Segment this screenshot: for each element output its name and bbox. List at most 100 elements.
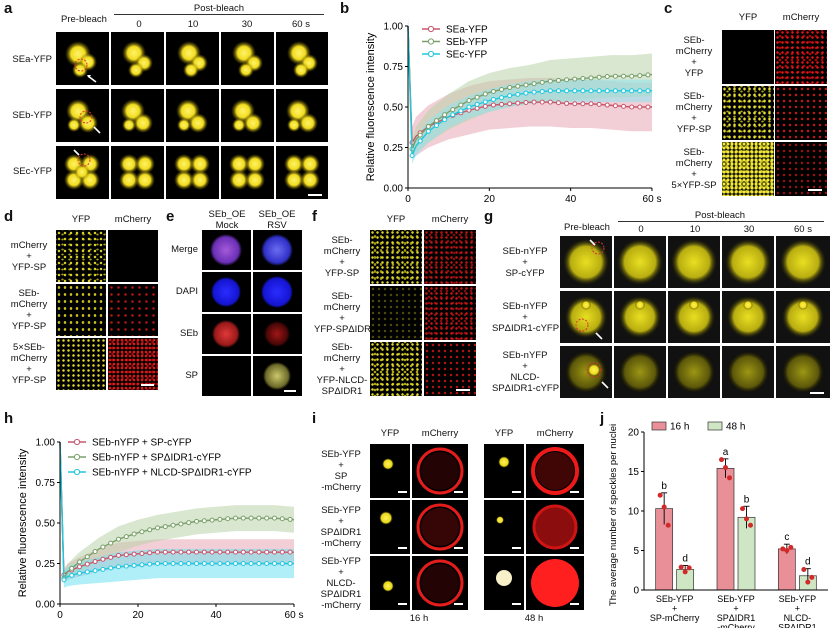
chart-b-marker-0-35 [547,99,553,105]
chart-b-marker-2-41 [572,88,578,94]
chart-b-marker-0-51 [612,103,618,109]
chart-h-legend-label-2: SEb-nYFP + NLCD-SPΔIDR1-cYFP [92,468,252,479]
panel-i-row-1-line-1: + [338,516,344,527]
chart-b-marker-2-49 [604,88,610,94]
chart-h-marker-0-7 [84,561,90,567]
chart-b-marker-0-57 [637,104,643,110]
panel-g-row-1-line-0: SEb-nYFP [502,300,548,312]
panel-g-row-2-line-1: + [522,361,528,372]
chart-j-point-0-2-0 [780,546,786,552]
chart-b-marker-0-55 [629,104,635,110]
chart-b-marker-1-47 [596,74,602,80]
chart-j-cat-2-3: SPΔIDR1 [778,623,817,628]
chart-h-marker-1-13 [108,540,114,546]
chart-j-legend-swatch-1 [707,421,723,431]
chart-b-legend-label-1: SEb-YFP [446,37,488,48]
panel-c-row-1-line-3: YFP-SP [676,124,712,135]
panel-c-row-0-line-1: mCherry [675,46,713,57]
panel-c-row-2: SEb-mCherry +5×YFP-SP [666,147,722,191]
chart-h-marker-1-17 [123,534,129,540]
chart-h-marker-2-53 [264,561,270,566]
panel-i-row-2: SEb-YFP + NLCD- SPΔIDR1 -mCherry [314,556,368,611]
panel-i-row-0: SEb-YFP + SP -mCherry [314,449,368,493]
chart-b-ytick-label-3: 0.75 [384,62,404,73]
panel-d-img-0-yfp [56,230,106,282]
chart-h-ytick-label-4: 1.00 [36,438,56,449]
panel-i-row-2-line-4: -mCherry [321,599,361,611]
panel-c-col-1: mCherry [782,12,820,23]
chart-b-marker-1-21 [490,88,496,94]
chart-h-marker-0-49 [248,549,254,555]
chart-b-legend-marker-0 [427,25,435,33]
panel-i-row-0-line-1: + [338,460,344,471]
panel-g-row-0-line-1: + [522,256,528,268]
panel-h-letter: h [4,410,14,427]
panel-f-row-2: SEb-mCherry + YFP-NLCD- SPΔIDR1 [314,342,370,397]
chart-j-ytick-label-3: 15 [628,467,640,478]
panel-c-row-1-line-2: + [691,113,697,124]
chart-h-ylabel: Relative fluorescence intensity [17,448,29,597]
chart-h-marker-2-17 [123,563,129,569]
chart-h-marker-1-7 [84,554,90,560]
panel-i-row-2-line-2: NLCD- [326,577,356,589]
chart-h-marker-2-47 [240,561,246,566]
chart-h-marker-1-39 [209,517,215,523]
panel-f-img-1-mch [424,286,476,340]
panel-c-img-1-yfp [722,86,774,140]
chart-h-marker-1-57 [279,516,285,522]
chart-h-marker-0-31 [178,549,184,555]
panel-f-row-2-line-3: YFP-NLCD- [316,374,368,386]
chart-h-marker-1-31 [178,521,184,527]
chart-b-marker-1-57 [637,73,643,79]
chart-h-marker-2-39 [209,561,215,566]
panel-f-img-0-yfp [370,230,422,284]
chart-j-point-0-2-1 [784,548,790,553]
panel-c-row-0-line-3: YFP [684,68,704,79]
chart-h-marker-1-47 [240,515,246,521]
chart-j-ylabel: The average number of speckles per nucle… [608,424,619,606]
panel-c-row-2-line-2: + [691,169,697,180]
chart-b-marker-0-31 [531,99,537,105]
panel-i-row-0-line-3: -mCherry [321,482,361,493]
chart-h-marker-0-5 [77,564,82,570]
panel-d-row-2-line-0: 5×SEb- [13,342,45,353]
panel-i-col-1: mCherry [421,428,459,439]
chart-h-marker-2-23 [147,561,153,567]
panel-e-row-3: SP [185,370,198,381]
panel-i-time-0: 16 h [409,613,429,624]
panel-d-img-1-yfp [56,284,106,336]
panel-d-row-2-line-3: YFP-SP [11,375,47,386]
panel-g-time-2: 30 [743,224,755,235]
panel-f-row-0-line-3: YFP-SP [324,268,360,279]
panel-f-row-0-line-2: + [339,257,345,268]
panel-f-row-0: SEb-mCherry + YFP-SP [314,235,370,279]
chart-j-point-1-0-2 [686,565,692,571]
panel-a-header-post: Post-bleach [193,3,245,14]
panel-a-letter: a [4,0,13,17]
chart-h-marker-2-9 [92,568,98,574]
chart-b-xtick-label-3: 60 s [643,194,662,203]
chart-b-marker-1-35 [547,78,553,84]
panel-c-img-0-mch [775,30,827,84]
chart-b-marker-0-49 [604,102,610,108]
chart-j-ytick-label-4: 20 [628,428,640,439]
panel-f-row-2-line-4: SPΔIDR1 [321,385,363,397]
chart-b-marker-1-29 [523,82,529,88]
chart-h-marker-2-5 [77,570,82,576]
chart-b-marker-2-13 [458,108,464,114]
chart-j-point-1-1-2 [748,522,753,528]
panel-b-letter: b [340,0,350,17]
chart-b-marker-1-19 [482,91,488,97]
panel-i-row-1-line-2: SPΔIDR1 [320,527,362,538]
chart-b-marker-1-45 [588,75,594,81]
chart-b-marker-0-23 [499,101,505,107]
chart-j-point-1-0-1 [682,569,688,575]
panel-d-col-0: YFP [71,214,91,225]
panel-b-chart: 0.00 0.25 0.50 0.75 1.00 0 20 40 60 s Relative fl… [365,18,662,203]
chart-b-marker-0-29 [523,99,529,105]
chart-h-marker-0-27 [162,549,168,555]
chart-h-marker-1-37 [201,518,207,524]
panel-a-row-0: SEa-YFP [12,54,52,65]
panel-i-col-2: YFP [494,428,514,439]
panel-a-time-2: 30 [241,19,253,30]
